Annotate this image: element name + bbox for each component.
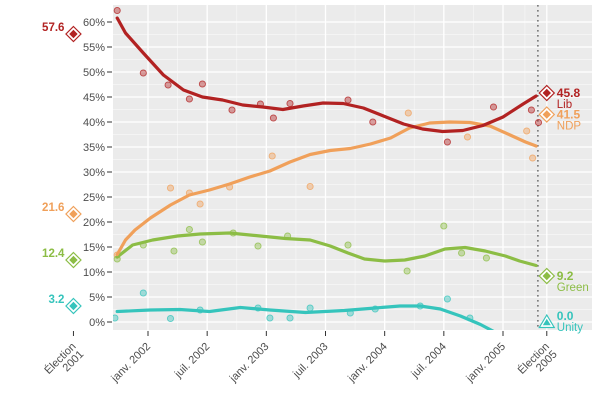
y-tick-label: 20%: [83, 217, 105, 229]
poll-point-unity: [113, 314, 119, 322]
poll-point-green: [185, 225, 193, 234]
y-axis: 0% 5% 10% 15% 20% 25% 30% 35% 40% 45% 50% 55% 60%: [83, 17, 112, 329]
y-tick-label: 35%: [83, 142, 105, 154]
plot-panel: [113, 5, 592, 330]
poll-point-lib: [113, 6, 121, 15]
result-2005-label-unity: 0.0: [557, 309, 574, 323]
poll-point-lib: [198, 80, 206, 88]
party-name-label-ndp: NDP: [557, 121, 582, 133]
poll-point-ndp: [529, 154, 537, 162]
poll-point-ndp: [404, 109, 412, 117]
y-tick-label: 60%: [83, 17, 105, 29]
result-2001-label-green: 12.4: [42, 248, 65, 260]
poll-point-green: [170, 247, 178, 255]
x-tick-label: Élection2001: [42, 340, 87, 385]
y-tick-label: 55%: [83, 42, 105, 54]
marker-2005-ndp: [542, 110, 551, 119]
poll-point-green: [482, 254, 490, 262]
poll-point-lib: [344, 96, 352, 104]
poll-point-ndp: [268, 152, 276, 160]
x-tick-label: juil. 2003: [290, 341, 330, 381]
poll-point-green: [403, 267, 411, 275]
x-tick-label: juil. 2002: [172, 341, 212, 381]
marker-2001-ndp: [69, 209, 78, 219]
party-name-label-green: Green: [557, 282, 589, 294]
y-tick-label: 30%: [83, 167, 105, 179]
y-tick-label: 0%: [89, 317, 105, 329]
x-tick-label: janv. 2003: [227, 341, 272, 386]
poll-point-unity: [286, 314, 294, 322]
poll-point-ndp: [166, 184, 175, 192]
gridlines-major: [113, 5, 592, 330]
result-2001-label-lib: 57.6: [42, 22, 64, 34]
marker-2001-green: [69, 255, 78, 265]
poll-point-ndp: [523, 127, 531, 135]
result-2005-label-lib: 45.8: [557, 86, 581, 100]
poll-point-lib: [139, 69, 147, 77]
poll-point-lib: [527, 106, 535, 114]
party-name-label-lib: Lib: [557, 99, 572, 111]
x-tick-label: janv. 2005: [464, 341, 509, 386]
poll-point-lib: [164, 81, 172, 89]
result-2001-label-ndp: 21.6: [42, 202, 64, 214]
y-tick-label: 50%: [83, 67, 105, 79]
marker-2001-unity: [69, 301, 78, 311]
y-tick-label: 15%: [83, 242, 105, 254]
trend-line-ndp: [115, 120, 538, 257]
gridlines-minor: [113, 5, 592, 330]
poll-point-green: [458, 249, 466, 257]
x-tick-label: juil. 2004: [409, 341, 449, 381]
trend-line-unity: [115, 304, 495, 330]
poll-point-unity: [139, 289, 147, 297]
poll-point-unity: [306, 304, 314, 312]
result-2005-label-green: 9.2: [557, 269, 574, 283]
party-name-label-unity: Unity: [557, 322, 583, 334]
y-tick-label: 40%: [83, 117, 105, 129]
marker-2005-unity: [542, 318, 551, 326]
marker-2005-green: [542, 271, 551, 281]
poll-point-lib: [534, 118, 543, 127]
x-tick-label: Élection2005: [515, 340, 560, 385]
poll-point-unity: [443, 295, 451, 303]
poll-points-lib: [113, 6, 543, 146]
result-2001-label-unity: 3.2: [48, 294, 64, 306]
x-tick-label: janv. 2002: [109, 341, 154, 386]
x-axis: Élection2001 janv. 2002 juil. 2002 janv. 20…: [42, 331, 560, 385]
marker-2001-lib: [69, 29, 78, 39]
poll-point-unity: [266, 314, 274, 322]
poll-point-green: [344, 241, 352, 249]
y-tick-label: 5%: [89, 292, 105, 304]
poll-point-lib: [228, 106, 236, 114]
poll-point-lib: [286, 99, 294, 108]
poll-point-lib: [269, 114, 277, 122]
y-tick-label: 25%: [83, 192, 105, 204]
result-2005-label-ndp: 41.5: [557, 108, 581, 122]
trend-lines: [115, 16, 538, 330]
y-tick-label: 45%: [83, 92, 105, 104]
trend-line-green: [115, 231, 538, 268]
trend-line-lib: [115, 16, 538, 134]
poll-point-ndp: [463, 133, 472, 141]
poll-point-unity: [166, 314, 175, 323]
poll-point-ndp: [306, 182, 314, 191]
poll-point-lib: [369, 118, 377, 126]
poll-point-lib: [185, 95, 193, 103]
y-tick-label: 10%: [83, 267, 105, 279]
poll-point-green: [198, 238, 206, 246]
poll-point-lib: [489, 103, 498, 111]
poll-point-green: [440, 222, 448, 230]
poll-point-ndp: [196, 200, 204, 208]
marker-2005-lib: [542, 88, 551, 98]
poll-point-lib: [443, 138, 451, 146]
poll-point-green: [254, 242, 262, 250]
x-tick-label: janv. 2004: [345, 341, 390, 386]
